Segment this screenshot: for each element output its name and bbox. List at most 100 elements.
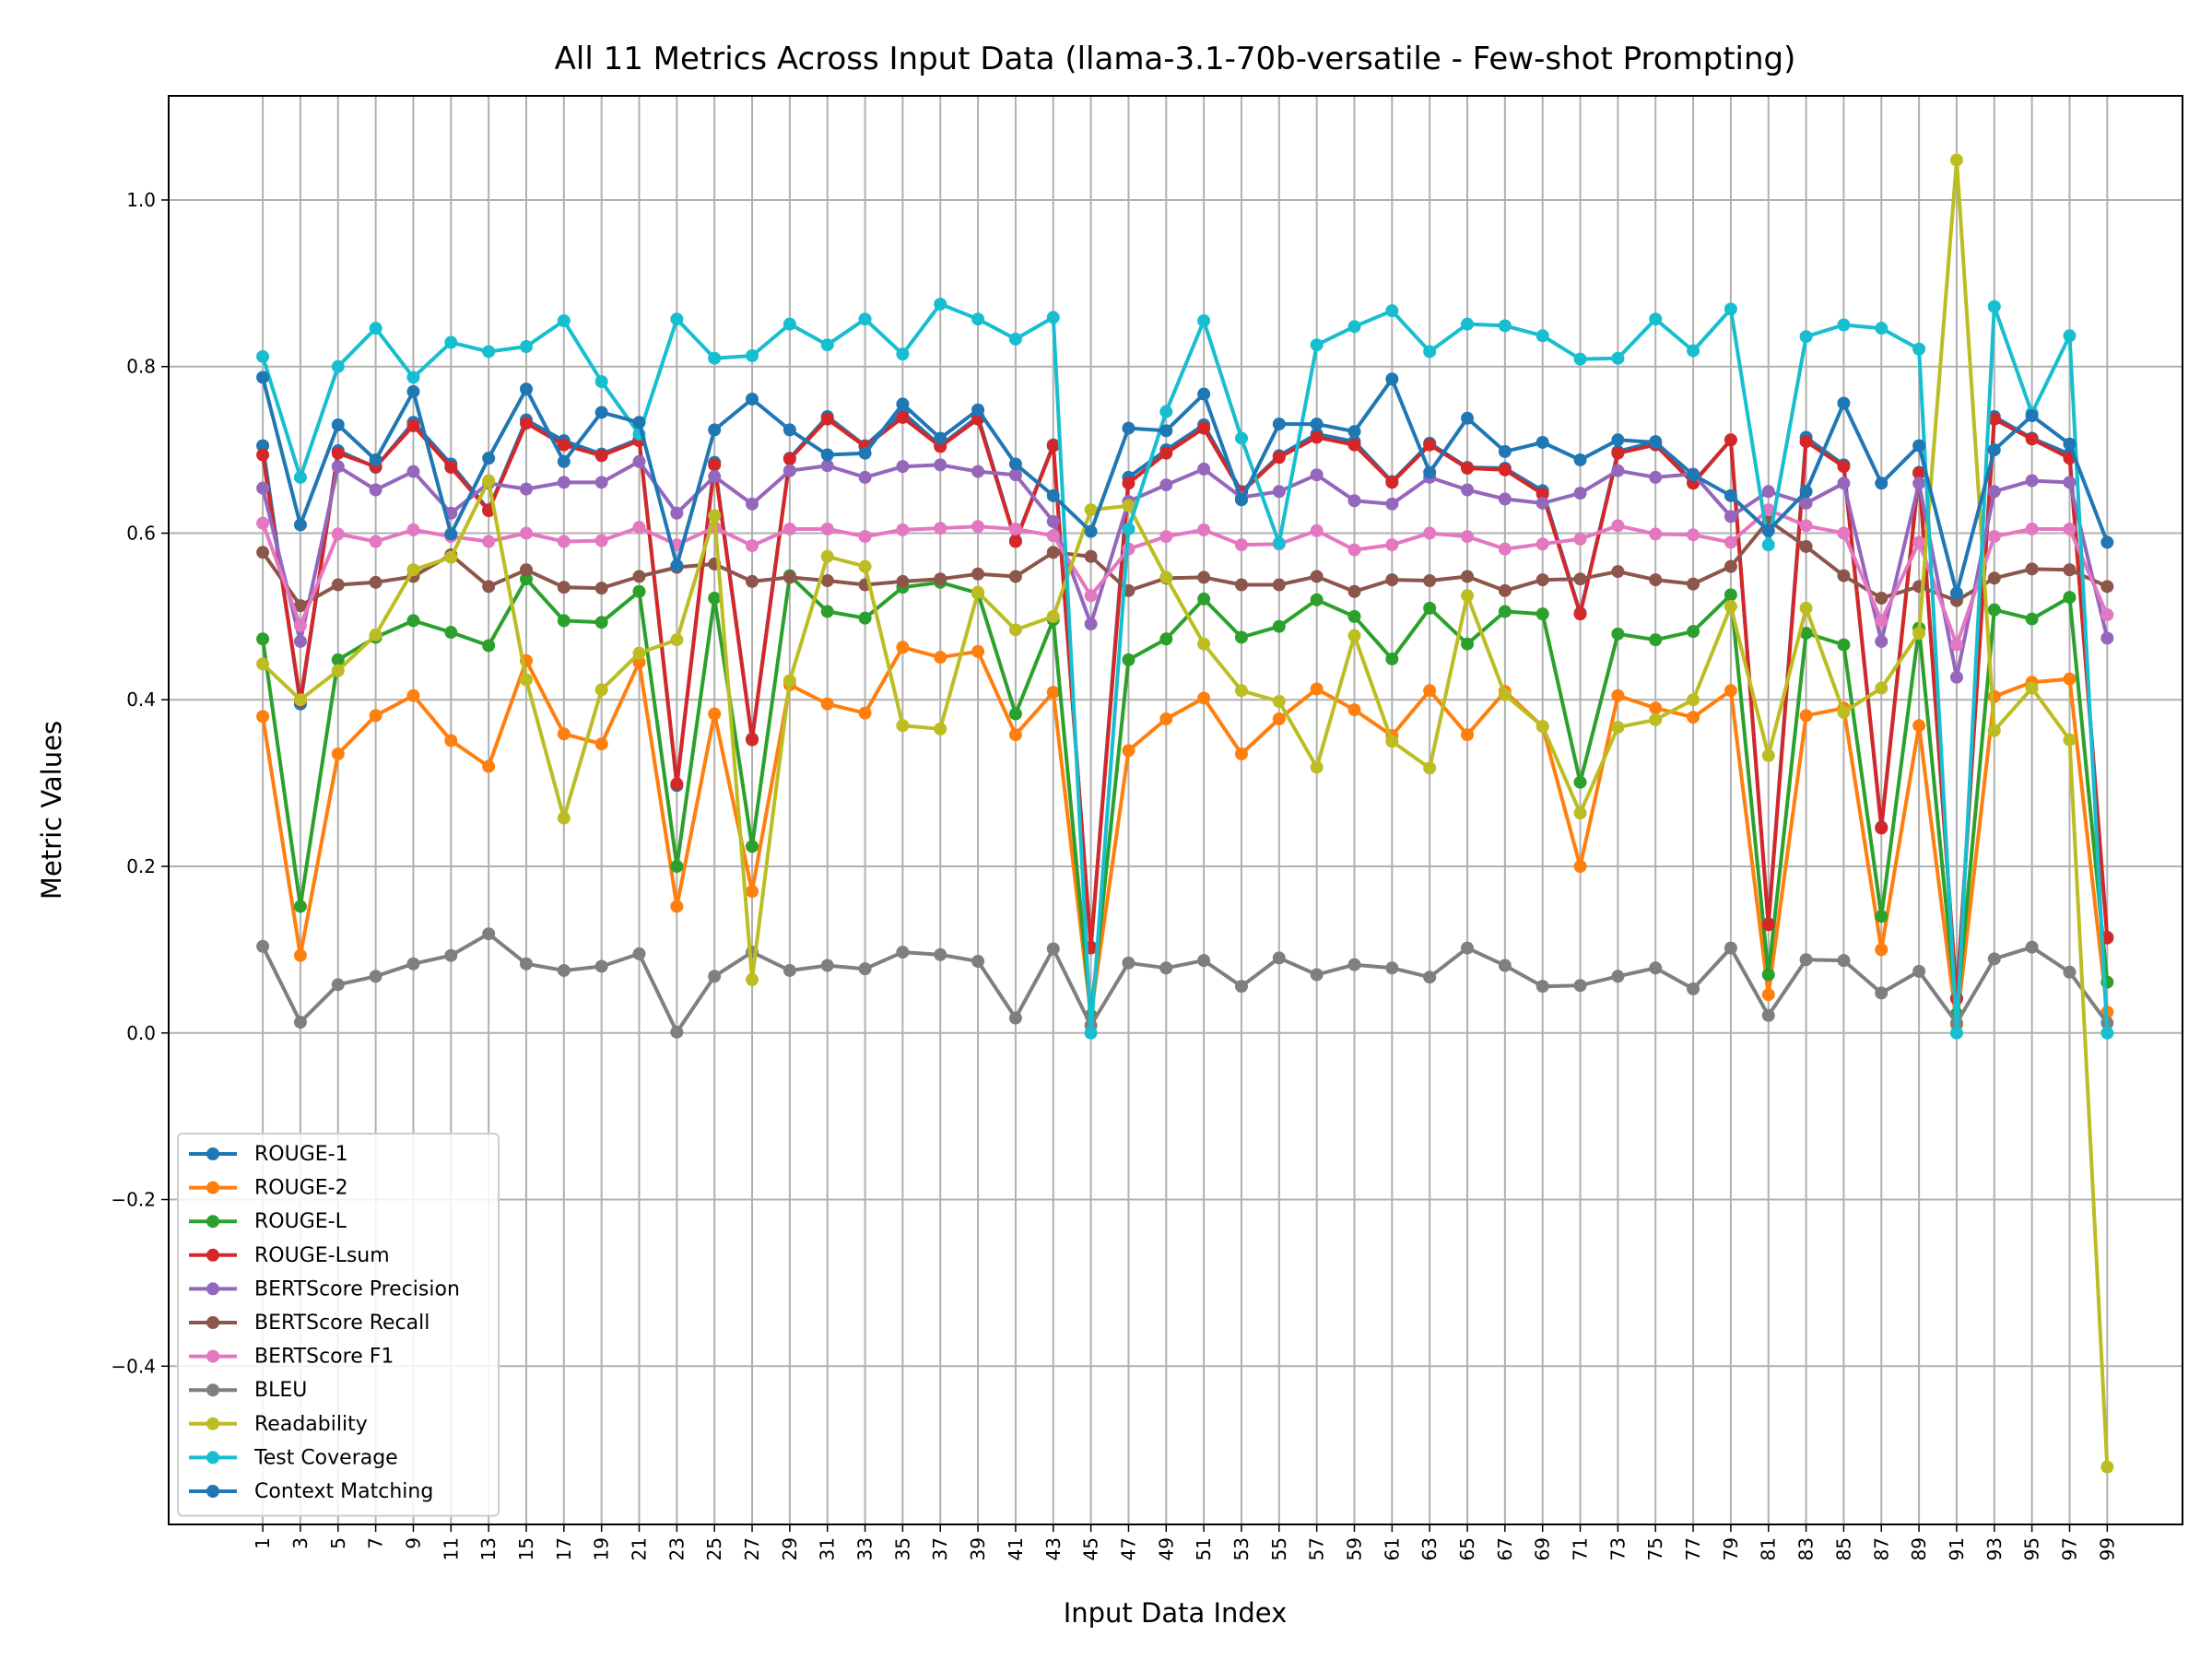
data-point [444,461,458,475]
data-point [594,534,608,547]
data-point [1724,941,1737,955]
data-point [2025,522,2039,535]
data-point [1649,312,1663,326]
data-point [1611,464,1625,477]
data-point [1008,623,1022,637]
data-point [971,403,985,417]
legend-label: ROUGE-L [254,1210,347,1233]
data-point [2025,612,2039,626]
data-point [2063,329,2077,343]
data-point [632,646,646,660]
data-point [1987,443,2001,457]
data-point [406,418,420,432]
data-point [1197,954,1211,968]
x-tick-label: 1 [252,1537,274,1549]
data-point [369,575,382,589]
data-point [1046,609,1060,623]
data-point [1234,493,1248,507]
x-tick-label: 83 [1795,1537,1818,1560]
data-point [1347,425,1361,439]
data-point [1912,439,1926,453]
data-point [782,317,796,331]
data-point [934,947,947,961]
data-point [1084,589,1098,603]
data-point [746,392,759,406]
y-tick-label: −0.2 [111,1189,156,1211]
data-point [746,972,759,986]
series-line [261,645,2110,1027]
data-point [1272,485,1286,499]
data-point [2063,563,2077,577]
data-point [1385,372,1399,386]
data-point [1687,982,1700,995]
data-point [293,518,307,532]
series-readability [256,153,2114,1474]
data-point [1875,943,1888,957]
y-tick-label: −0.4 [111,1355,156,1377]
data-point [1461,589,1475,603]
data-point [1761,485,1775,499]
data-point [746,539,759,553]
data-point [632,947,646,960]
data-point [1084,503,1098,517]
series-bertscore-recall [256,513,2114,613]
data-point [1272,451,1286,465]
legend-item: BERTScore Recall [189,1312,429,1335]
x-tick-label: 19 [591,1537,613,1560]
data-point [670,777,684,791]
data-point [2063,965,2077,979]
data-point [1837,477,1851,490]
data-point [1461,411,1475,425]
data-point [782,571,796,584]
data-point [1799,626,1813,640]
x-tick-label: 71 [1570,1537,1592,1560]
data-point [1611,721,1625,735]
data-point [858,470,872,484]
data-point [1461,637,1475,651]
data-point [1347,629,1361,642]
data-point [1385,304,1399,318]
data-point [1799,330,1813,344]
y-tick-label: 1.0 [126,189,156,211]
data-point [1347,494,1361,508]
data-point [1724,684,1737,698]
data-point [293,618,307,632]
data-point [934,458,947,472]
data-point [331,460,345,474]
data-point [2063,672,2077,686]
data-point [256,710,270,724]
x-axis-ticks: 1 3 5 7 9 11 13 15 17 19 21 23 25 27 29 31 33 35 37 39 41 43 4… [252,1524,2118,1560]
data-point [1385,538,1399,552]
x-tick-label: 95 [2021,1537,2043,1560]
data-point [1423,684,1437,698]
data-point [782,963,796,977]
data-point [1761,968,1775,982]
data-point [256,439,270,453]
data-point [256,448,270,462]
data-point [1498,319,1512,333]
data-point [1875,477,1888,490]
data-point [1310,682,1324,696]
series-bleu [256,927,2114,1039]
data-point [256,349,270,363]
data-point [1987,485,2001,499]
data-point [1423,438,1437,452]
data-point [1724,588,1737,602]
legend-label: Context Matching [254,1480,433,1503]
x-tick-label: 89 [1908,1537,1930,1560]
legend-swatch-marker [206,1282,219,1296]
data-point [1310,524,1324,537]
data-point [1573,607,1587,621]
data-point [1875,634,1888,648]
data-point [971,567,985,581]
data-point [820,522,834,535]
x-tick-label: 43 [1042,1537,1065,1560]
series-test-coverage [256,297,2114,1040]
data-point [1949,638,1963,652]
x-tick-label: 25 [703,1537,725,1560]
data-point [557,438,571,452]
legend-label: BERTScore Precision [254,1277,460,1300]
data-point [331,418,345,431]
data-point [670,559,684,572]
data-point [1837,526,1851,540]
